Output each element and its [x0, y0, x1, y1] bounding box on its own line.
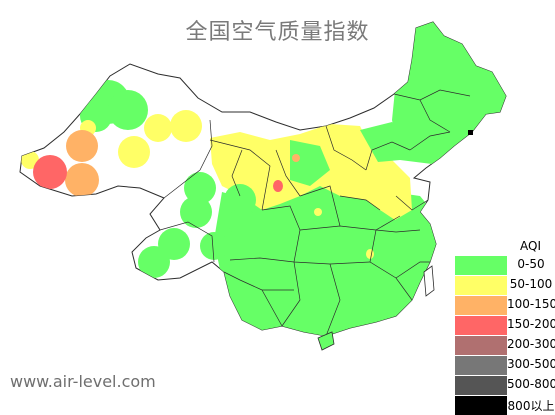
legend-swatch [455, 396, 507, 415]
legend-label: 300-500 [507, 357, 555, 371]
legend-swatch [455, 376, 507, 395]
island-hainan [317, 331, 335, 351]
legend-label: 500-800 [507, 377, 555, 391]
aqi-region-good-north [290, 140, 330, 186]
aqi-spot-moderate-center2 [347, 159, 357, 169]
aqi-bubble-good [200, 232, 228, 260]
map-stage: 全国空气质量指数 www.air-level.com AQI 0-50 50-10… [10, 20, 555, 415]
legend-item: 200-300 [455, 336, 555, 355]
aqi-spot-moderate-central [314, 208, 322, 216]
aqi-bubble-sensitive [65, 163, 99, 197]
aqi-bubble-unhealthy [33, 155, 67, 189]
legend-label: 150-200 [507, 317, 555, 331]
legend-swatch [455, 256, 507, 275]
aqi-bubble-moderate [21, 151, 39, 169]
legend-item: 300-500 [455, 356, 555, 375]
aqi-region-good-south [214, 180, 446, 345]
map-title: 全国空气质量指数 [185, 20, 370, 45]
aqi-bubble-good [180, 196, 212, 228]
legend-title: AQI [520, 239, 541, 253]
province-borders [159, 89, 471, 337]
legend-swatch [455, 336, 507, 355]
china-aqi-map [19, 21, 507, 351]
island-taiwan [423, 265, 435, 297]
aqi-bubble-moderate [118, 136, 150, 168]
legend-item: 50-100 [455, 276, 555, 295]
aqi-bubble-good [228, 208, 256, 236]
aqi-spot-sensitive-north [292, 154, 300, 162]
aqi-bubble-good [224, 184, 256, 216]
aqi-bubble-good [184, 172, 216, 204]
legend-label: 200-300 [507, 337, 555, 351]
aqi-bubble-moderate [144, 114, 172, 142]
legend-swatch [455, 316, 507, 335]
legend-label: 0-50 [517, 257, 545, 271]
aqi-bubble-good [108, 90, 148, 130]
legend-label: 50-100 [509, 277, 553, 291]
legend-item: 500-800 [455, 376, 555, 395]
legend-item: 100-150 [455, 296, 555, 315]
aqi-legend: AQI 0-50 50-100 100-150 150-200 200-300 300-5… [455, 237, 555, 415]
aqi-bubble-sensitive [66, 130, 98, 162]
aqi-spot-unhealthy-north [273, 180, 283, 192]
site-watermark[interactable]: www.air-level.com [10, 372, 156, 391]
legend-swatch [455, 296, 507, 315]
aqi-spot-extreme [468, 130, 473, 135]
legend-item: 0-50 [455, 256, 555, 275]
legend-item: 150-200 [455, 316, 555, 335]
aqi-spot-moderate-south [366, 249, 374, 259]
aqi-bubble-good [138, 246, 170, 278]
aqi-region-good-northeast-strip [360, 122, 410, 162]
legend-item: 800以上 [455, 396, 555, 415]
legend-swatch [455, 276, 507, 295]
aqi-bubble-moderate [170, 110, 202, 142]
aqi-fill-layer [21, 22, 506, 345]
legend-label: 100-150 [507, 297, 555, 311]
legend-swatch [455, 356, 507, 375]
